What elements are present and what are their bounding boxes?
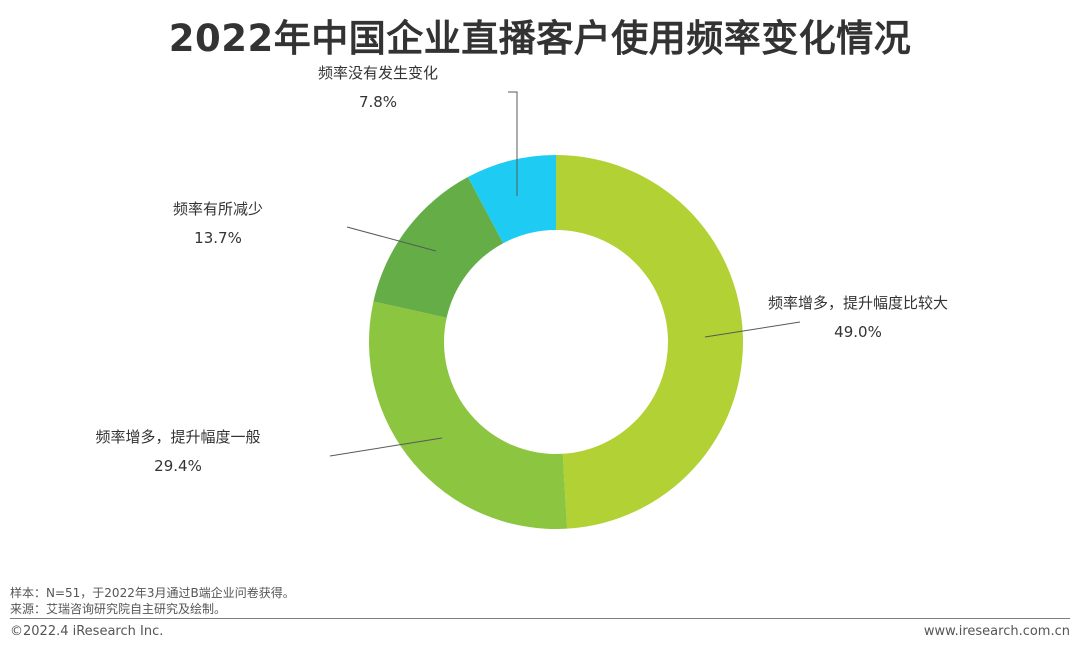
leader-line	[329, 437, 443, 457]
slice-value-label: 7.8%	[359, 93, 397, 111]
leader-line	[508, 91, 518, 196]
website: www.iresearch.com.cn	[923, 624, 1070, 639]
donut-slice	[556, 155, 744, 529]
slice-label: 频率增多，提升幅度一般	[95, 428, 260, 446]
donut-slice	[369, 301, 568, 529]
copyright: ©2022.4 iResearch Inc.	[10, 624, 164, 639]
leader-line	[704, 321, 801, 338]
slice-label: 频率有所减少	[173, 200, 263, 218]
donut-chart: 频率增多，提升幅度比较大 49.0% 频率增多，提升幅度一般 29.4% 频率有所减少 1…	[95, 64, 948, 529]
donut-slice	[373, 177, 504, 318]
slice-value-label: 29.4%	[154, 457, 202, 475]
source-note: 来源：艾瑞咨询研究院自主研究及绘制。	[10, 602, 227, 616]
footer-divider	[10, 618, 1070, 619]
slice-value-label: 49.0%	[834, 323, 882, 341]
slice-label: 频率增多，提升幅度比较大	[768, 294, 948, 312]
slice-value-label: 13.7%	[194, 229, 242, 247]
chart-title: 2022年中国企业直播客户使用频率变化情况	[168, 17, 912, 60]
leader-line	[346, 226, 437, 252]
sample-note: 样本：N=51，于2022年3月通过B端企业问卷获得。	[10, 586, 295, 600]
donut-slice	[467, 155, 556, 244]
slice-label: 频率没有发生变化	[318, 64, 438, 82]
